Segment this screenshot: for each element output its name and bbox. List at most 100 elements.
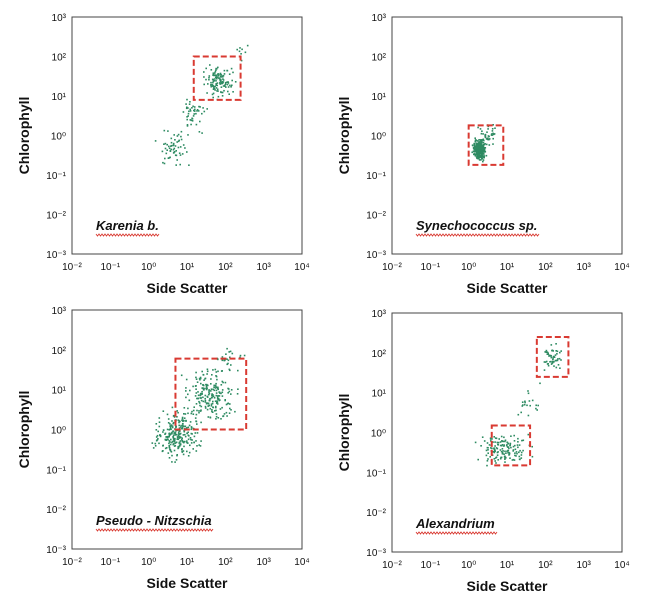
scatter-point <box>550 360 552 363</box>
scatter-point <box>230 364 232 366</box>
scatter-point <box>476 139 478 142</box>
scatter-point <box>215 406 217 409</box>
scatter-point <box>207 405 209 407</box>
scatter-point <box>172 415 175 417</box>
scatter-point <box>226 81 228 83</box>
scatter-point <box>485 154 488 157</box>
scatter-point <box>237 388 239 390</box>
scatter-point <box>170 428 172 431</box>
scatter-point <box>175 164 177 166</box>
scatter-point <box>225 81 227 84</box>
x-tick-label: 10¹ <box>500 560 515 571</box>
scatter-point <box>182 424 184 427</box>
scatter-point <box>198 411 200 414</box>
plot-frame <box>391 16 623 255</box>
scatter-point <box>206 92 208 94</box>
scatter-point <box>185 103 187 105</box>
scatter-point <box>221 389 224 391</box>
scatter-point <box>553 365 555 367</box>
scatter-point <box>558 357 561 360</box>
scatter-point <box>211 396 213 399</box>
scatter-point <box>546 353 549 355</box>
scatter-point <box>192 413 195 415</box>
scatter-point <box>186 432 188 435</box>
scatter-point <box>480 149 483 152</box>
scatter-point <box>178 445 180 448</box>
scatter-point <box>181 416 184 419</box>
scatter-point <box>482 142 485 144</box>
scatter-point <box>504 455 506 458</box>
scatter-point <box>176 159 178 161</box>
scatter-point <box>170 137 173 140</box>
scatter-point <box>174 434 177 436</box>
scatter-point <box>560 350 562 352</box>
species-label: Karenia b. <box>96 218 159 233</box>
y-axis-title: Chlorophyll <box>16 97 32 175</box>
species-label: Alexandrium <box>415 516 495 531</box>
scatter-point <box>484 143 486 145</box>
scatter-point <box>226 347 228 350</box>
scatter-point <box>198 400 200 403</box>
scatter-point <box>549 361 551 363</box>
scatter-point <box>483 155 486 157</box>
scatter-point <box>189 421 192 423</box>
scatter-point <box>208 75 211 77</box>
scatter-point <box>224 84 226 87</box>
scatter-point <box>190 119 193 122</box>
scatter-point <box>210 378 212 380</box>
scatter-point <box>173 151 175 154</box>
scatter-point <box>214 76 217 79</box>
scatter-point <box>481 157 484 160</box>
scatter-point <box>478 147 481 150</box>
scatter-point <box>215 83 217 85</box>
scatter-point <box>212 406 214 408</box>
scatter-point <box>193 435 196 438</box>
scatter-point <box>178 419 180 422</box>
scatter-point <box>211 374 213 376</box>
scatter-point <box>215 389 218 392</box>
scatter-point <box>513 459 516 461</box>
scatter-point <box>531 455 534 458</box>
scatter-point <box>230 67 233 70</box>
scatter-point <box>218 395 221 397</box>
scatter-point <box>209 416 212 419</box>
y-tick-label: 10² <box>372 53 387 64</box>
scatter-point <box>152 447 155 449</box>
scatter-point <box>178 152 181 154</box>
scatter-point <box>220 76 223 78</box>
gate-box <box>174 357 248 431</box>
scatter-point <box>175 150 177 152</box>
scatter-point <box>217 417 220 419</box>
scatter-point <box>475 144 478 146</box>
scatter-point <box>178 424 180 427</box>
scatter-point <box>514 448 517 451</box>
scatter-point <box>215 375 217 377</box>
scatter-point <box>496 441 499 444</box>
scatter-point <box>204 405 207 408</box>
scatter-point <box>181 426 184 429</box>
scatter-point <box>476 156 479 158</box>
scatter-point <box>226 83 229 86</box>
y-tick-label: 10³ <box>372 13 387 24</box>
scatter-point <box>200 440 202 442</box>
scatter-point <box>478 159 481 161</box>
scatter-point <box>171 440 174 443</box>
scatter-point <box>478 145 481 148</box>
scatter-point <box>172 437 175 440</box>
scatter-point <box>196 423 198 425</box>
scatter-point <box>162 161 164 164</box>
scatter-point <box>176 141 178 143</box>
gate-box <box>535 335 570 378</box>
scatter-point <box>479 128 482 130</box>
scatter-point <box>221 406 223 409</box>
scatter-point <box>552 361 554 363</box>
scatter-point <box>187 407 189 410</box>
x-tick-label: 10¹ <box>180 262 195 273</box>
scatter-point <box>217 370 219 373</box>
scatter-point <box>188 451 191 454</box>
scatter-point <box>184 147 186 149</box>
scatter-point <box>555 343 557 345</box>
scatter-point <box>490 133 493 135</box>
scatter-point <box>188 424 191 427</box>
